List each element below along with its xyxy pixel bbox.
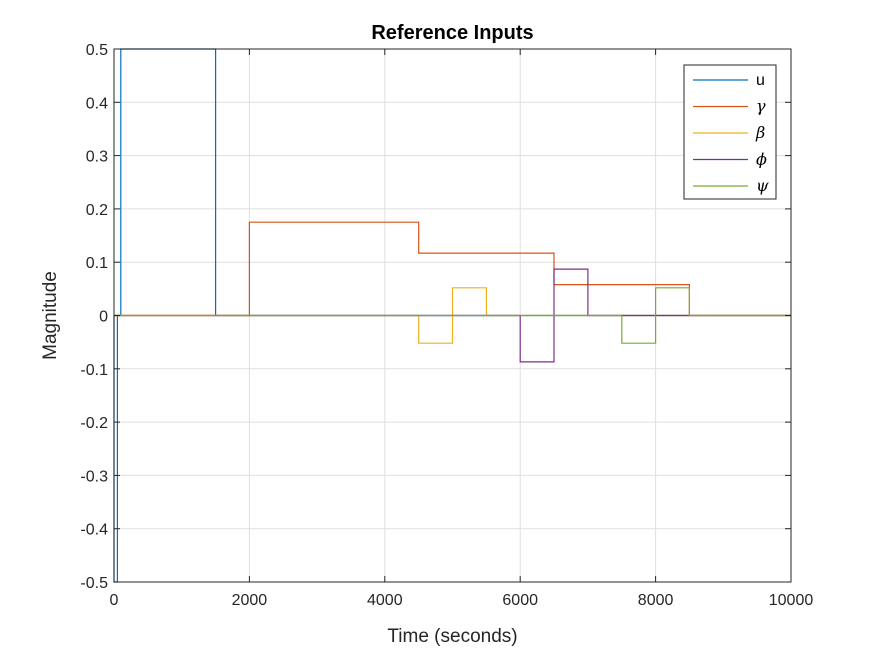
legend-label: u [756,72,765,89]
x-tick-label: 8000 [638,592,674,609]
legend-label: ψ [756,176,769,195]
y-tick-label: -0.2 [80,415,108,432]
chart-title: Reference Inputs [371,22,533,44]
ticks: 0 2000 4000 6000 8000 10000 -0.5 -0.4 -0.3 -0.2 -0… [80,42,813,609]
x-tick-label: 10000 [769,592,814,609]
y-tick-label: 0.4 [86,95,108,112]
y-tick-label: 0.2 [86,202,108,219]
y-tick-label: 0 [99,309,108,326]
series-line-5 [114,287,791,344]
x-tick-label: 0 [110,592,119,609]
y-tick-label: 0.5 [86,42,108,59]
y-axis-label: Magnitude [40,271,61,360]
x-tick-label: 2000 [232,592,268,609]
y-tick-label: 0.3 [86,149,108,166]
legend-label: ϕ [756,150,767,169]
legend-label: β [755,123,765,142]
legend-label: γ [756,97,766,116]
x-tick-label: 6000 [502,592,538,609]
x-axis-label: Time (seconds) [387,626,517,647]
y-tick-label: -0.1 [80,362,108,379]
legend-box [683,64,777,200]
y-tick-label: -0.3 [80,468,108,485]
y-tick-label: 0.1 [86,255,108,272]
x-tick-label: 4000 [367,592,403,609]
y-tick-label: -0.5 [80,575,108,592]
grid [113,48,792,583]
y-tick-label: -0.4 [80,522,108,539]
